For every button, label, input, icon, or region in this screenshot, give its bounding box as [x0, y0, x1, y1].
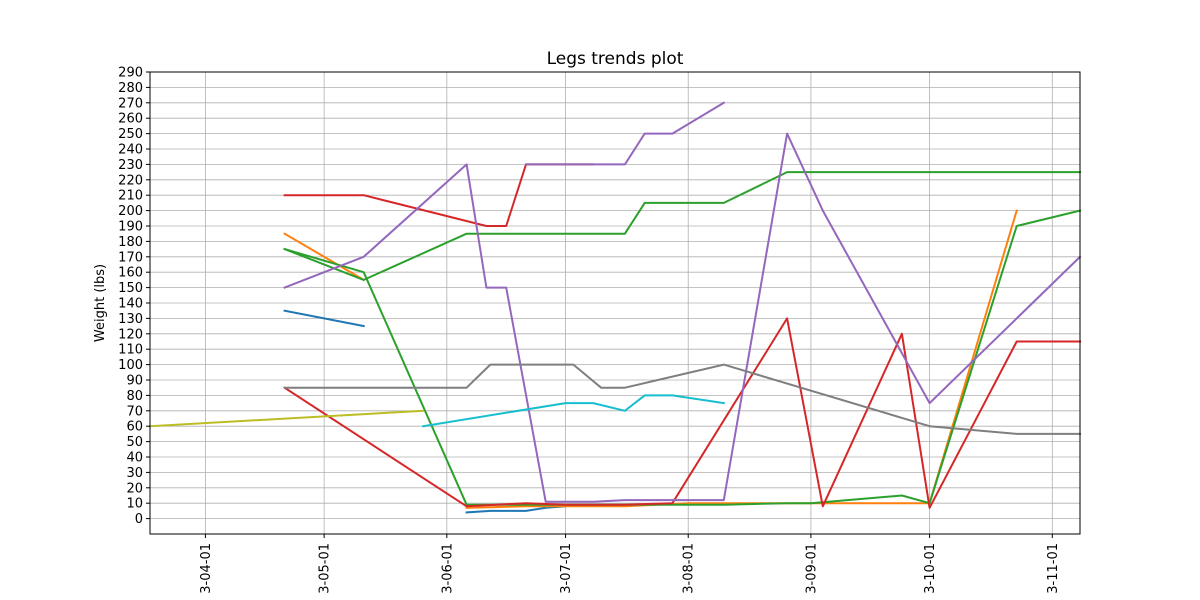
- y-axis-label: Weight (lbs): [93, 264, 108, 342]
- y-tick-label: 200: [118, 204, 143, 219]
- y-tick-label: 240: [118, 143, 143, 158]
- series-line-12: [148, 409, 425, 428]
- series-line-3: [283, 232, 366, 282]
- y-tick-label: 210: [118, 189, 143, 204]
- y-tick-label: 260: [118, 112, 143, 127]
- y-tick-label: 40: [126, 451, 143, 466]
- y-tick-label: 80: [126, 389, 143, 404]
- y-tick-label: 60: [126, 420, 143, 435]
- series-line-11: [283, 363, 1081, 435]
- y-tick-label: 130: [118, 312, 143, 327]
- chart-title: Legs trends plot: [547, 49, 684, 69]
- y-tick-label: 0: [135, 512, 143, 527]
- y-axis: 0102030405060708090100110120130140150160…: [118, 66, 150, 527]
- y-tick-label: 170: [118, 250, 143, 265]
- x-tick-label: 3-08-01: [682, 543, 697, 594]
- x-tick-label: 3-11-01: [1046, 543, 1061, 594]
- y-tick-label: 290: [118, 66, 143, 81]
- series-line-9: [283, 132, 1082, 503]
- x-axis: 3-04-01 3-05-01 3-06-01 3-07-01 3-08-01 3-09-…: [199, 534, 1061, 594]
- series-line-10: [525, 101, 726, 166]
- y-tick-label: 110: [118, 343, 143, 358]
- y-tick-label: 120: [118, 327, 143, 342]
- y-tick-label: 280: [118, 81, 143, 96]
- x-tick-label: 3-09-01: [804, 543, 819, 594]
- y-tick-label: 70: [126, 404, 143, 419]
- series-line-6: [283, 171, 1081, 281]
- y-tick-label: 180: [118, 235, 143, 250]
- y-tick-label: 150: [118, 281, 143, 296]
- x-tick-label: 3-06-01: [440, 543, 455, 594]
- x-tick-label: 3-10-01: [923, 543, 938, 594]
- y-tick-label: 50: [126, 435, 143, 450]
- series-line-1: [283, 309, 365, 328]
- y-tick-label: 20: [126, 481, 143, 496]
- y-tick-label: 90: [126, 374, 143, 389]
- y-tick-label: 220: [118, 173, 143, 188]
- y-tick-label: 270: [118, 96, 143, 111]
- series-line-8: [283, 317, 1081, 509]
- x-tick-label: 3-05-01: [318, 543, 333, 594]
- y-tick-label: 100: [118, 358, 143, 373]
- y-tick-label: 140: [118, 297, 143, 312]
- series-group: [148, 101, 1082, 514]
- y-tick-label: 190: [118, 220, 143, 235]
- y-tick-label: 160: [118, 266, 143, 281]
- grid: [150, 71, 1080, 534]
- y-tick-label: 230: [118, 158, 143, 173]
- y-tick-label: 10: [126, 497, 143, 512]
- series-line-13: [421, 394, 725, 428]
- x-tick-label: 3-04-01: [199, 543, 214, 594]
- x-tick-label: 3-07-01: [559, 543, 574, 594]
- y-tick-label: 250: [118, 127, 143, 142]
- y-tick-label: 30: [126, 466, 143, 481]
